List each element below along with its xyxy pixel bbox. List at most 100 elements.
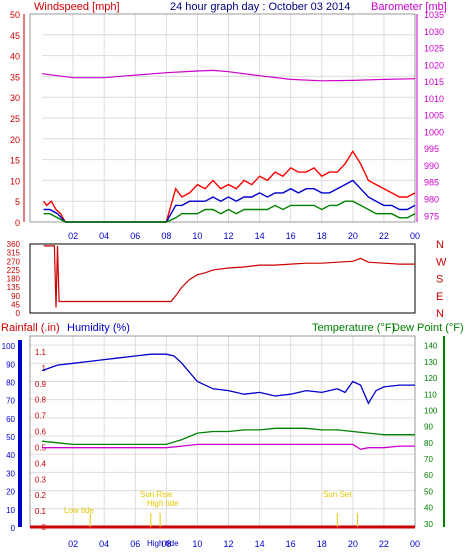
rain-tick-label: 0.9 [35,380,47,389]
wind-tick-label: 45 [10,31,20,41]
chart-title: 24 hour graph day : October 03 2014 [170,1,350,13]
time-tick-label: 16 [286,231,296,241]
rain-tick-label: 1 [42,364,47,373]
wind-tick-label: 40 [10,52,20,62]
wind-plot-frame [29,13,416,223]
time-tick-label: 08 [161,231,171,241]
humidity-tick-label: 70 [6,397,15,406]
wind-tick-label: 20 [10,135,20,145]
time-tick-label: 18 [317,231,327,241]
wind-axis-title: Windspeed [mph] [34,1,120,13]
baro-tick-label: 1030 [424,27,444,37]
baro-tick-label: 1015 [424,77,444,87]
humidity-tick-label: 100 [2,342,16,351]
wind-tick-label: 30 [10,93,20,103]
astro-event-label: Sun Rise [140,490,173,499]
time-tick-label: 14 [255,231,265,241]
temp-tick-label: 130 [424,358,438,367]
direction-plot-frame [29,243,416,314]
direction-tick-label: 45 [11,300,20,309]
series-dew-line [41,427,415,446]
compass-label: N [436,239,444,251]
rain-tick-label: 0.3 [35,475,47,484]
baro-tick-label: 1025 [424,44,444,54]
time-tick-label: 00 [410,539,420,549]
wind-baro-panel: 0510152025303540455097598098599099510001… [10,10,444,241]
time-tick-label: 00 [410,231,420,241]
wind-tick-label: 50 [10,10,20,20]
time-tick-label: 22 [379,231,389,241]
temp-tick-label: 50 [424,487,433,496]
wind-tick-label: 35 [10,72,20,82]
time-tick-label: 06 [130,539,140,549]
rain-tick-label: 0.2 [35,491,47,500]
humidity-tick-label: 30 [6,469,15,478]
direction-tick-label: 180 [7,275,21,284]
time-tick-label: 18 [317,539,327,549]
humidity-tick-label: 10 [6,506,15,515]
temp-tick-label: 110 [424,390,437,399]
time-tick-label: 20 [348,539,358,549]
baro-tick-label: 1020 [424,60,444,70]
series-direction-line [43,245,415,308]
wind-tick-label: 5 [15,197,20,207]
series-low-line [43,200,416,223]
humidity-axis-bar [18,340,22,527]
time-tick-label: 02 [68,231,78,241]
time-tick-label: 06 [130,231,140,241]
temp-tick-label: 100 [424,406,438,415]
rain-tick-label: 0.7 [35,412,47,421]
rain-tick-label: 0.6 [35,428,47,437]
temp-tick-label: 80 [424,439,433,448]
wind-tick-label: 25 [10,114,20,124]
time-tick-label: 14 [255,539,265,549]
baro-tick-label: 975 [424,211,439,221]
time-tick-label: 10 [192,231,202,241]
rain-tick-label: 1.1 [35,348,47,357]
direction-tick-label: 360 [7,240,21,249]
humidity-tick-label: 0 [11,524,16,533]
temp-tick-label: 40 [424,504,433,513]
bottom-event-label: High tide [147,539,179,548]
rain-humidity-temp-panel: 0 10 20 30 40 50 60 70 80 90 10 00 0.1 0.2 0.3 0.4 0.5 0.… [2,335,445,549]
humidity-tick-label: 40 [6,451,15,460]
baro-tick-label: 990 [424,161,439,171]
time-tick-label: 04 [99,539,109,549]
rain-tick-label: 0.4 [35,459,47,468]
rain-axis-title: Rainfall (.in) [1,322,60,334]
time-tick-label: 04 [99,231,109,241]
humidity-tick-label: 90 [6,360,15,369]
direction-tick-label: 225 [7,266,21,275]
time-tick-label: 12 [223,539,233,549]
dew-axis-title: Dew Point (°F) [392,322,464,334]
series-temp-line [42,443,415,450]
temp-tick-label: 90 [424,423,433,432]
humidity-tick-label: 20 [6,488,15,497]
direction-tick-label: 90 [11,292,20,301]
direction-tick-label: 0 [16,309,21,318]
baro-tick-label: 980 [424,195,439,205]
series-baro-line [41,69,416,82]
time-tick-label: 10 [192,539,202,549]
rain-tick-label: 0.1 [35,507,47,516]
astro-event-label: Low tide [64,506,94,515]
compass-label: S [436,274,443,286]
direction-tick-label: 315 [7,249,21,258]
time-tick-label: 20 [348,231,358,241]
compass-label: E [436,291,443,303]
humidity-axis-title: Humidity (%) [67,322,130,334]
compass-label: W [436,256,447,268]
time-tick-label: 22 [379,539,389,549]
temp-tick-label: 30 [424,520,433,529]
baro-axis-title: Barometer [mb] [371,1,447,13]
baro-tick-label: 1000 [424,127,444,137]
time-tick-label: 02 [68,539,78,549]
humidity-tick-label: 50 [6,433,15,442]
direction-tick-label: 135 [7,283,21,292]
temp-tick-label: 70 [424,455,433,464]
baro-tick-label: 1035 [424,10,444,20]
wind-tick-label: 15 [10,156,20,166]
baro-tick-label: 995 [424,144,439,154]
